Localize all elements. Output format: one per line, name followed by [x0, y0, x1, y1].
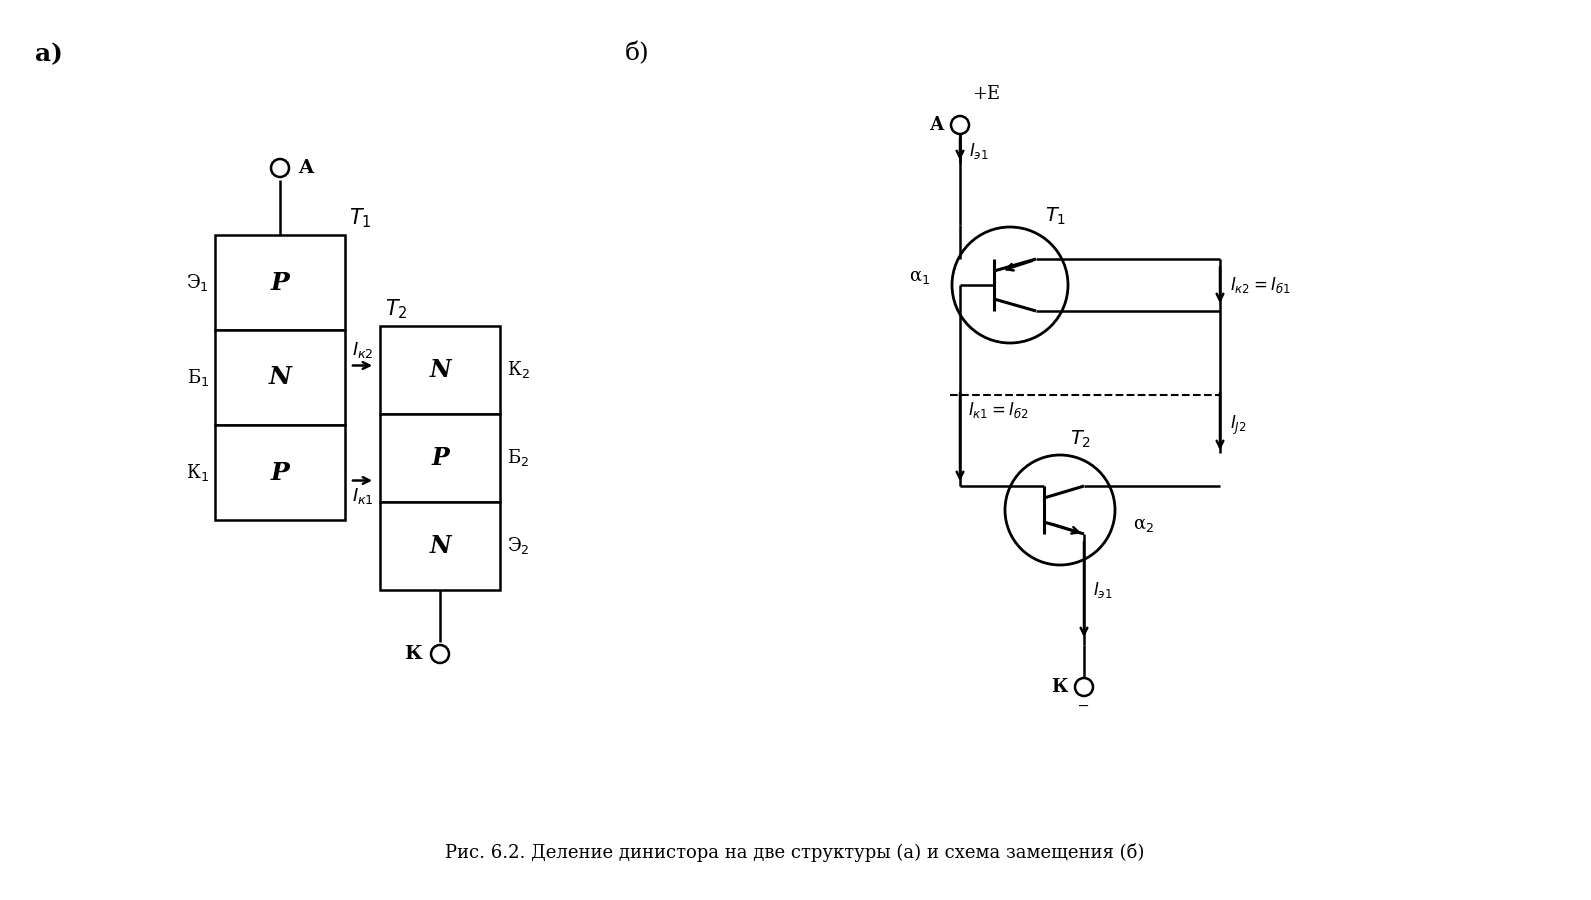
Text: К: К	[404, 645, 422, 663]
Text: $I_{э1}$: $I_{э1}$	[1093, 580, 1112, 599]
Text: $I_{к2}$$=$$I_{б1}$: $I_{к2}$$=$$I_{б1}$	[1230, 275, 1290, 295]
Text: N: N	[430, 534, 450, 558]
Text: α$_1$: α$_1$	[908, 268, 931, 286]
Text: P: P	[270, 271, 290, 294]
Bar	[215, 330, 345, 425]
Bar	[380, 502, 500, 590]
Text: $T_2$: $T_2$	[1071, 428, 1091, 450]
Text: К$_1$: К$_1$	[186, 462, 208, 483]
Text: б): б)	[625, 42, 649, 66]
Text: $T_1$: $T_1$	[348, 206, 372, 230]
Text: $I_{к1}$: $I_{к1}$	[352, 485, 374, 506]
Text: К: К	[1052, 678, 1068, 696]
Text: Э$_1$: Э$_1$	[186, 272, 208, 293]
Text: $T_2$: $T_2$	[385, 297, 407, 321]
Text: а): а)	[35, 42, 64, 66]
Text: P: P	[431, 446, 449, 470]
Text: Б$_1$: Б$_1$	[186, 367, 208, 388]
Bar	[380, 414, 500, 502]
Text: –: –	[1079, 696, 1090, 718]
Text: Рис. 6.2. Деление динистора на две структуры (а) и схема замещения (б): Рис. 6.2. Деление динистора на две струк…	[445, 842, 1144, 861]
Bar	[380, 326, 500, 414]
Text: +E: +E	[972, 85, 1001, 103]
Text: $I_{J2}$: $I_{J2}$	[1230, 413, 1247, 436]
Text: $I_{к2}$: $I_{к2}$	[352, 339, 374, 359]
Bar	[215, 425, 345, 520]
Text: Б$_2$: Б$_2$	[508, 447, 530, 469]
Text: $T_1$: $T_1$	[1045, 206, 1066, 227]
Text: $I_{к1}$$=$$I_{б2}$: $I_{к1}$$=$$I_{б2}$	[967, 400, 1028, 420]
Text: К$_2$: К$_2$	[508, 359, 530, 381]
Text: N: N	[269, 365, 291, 390]
Text: P: P	[270, 461, 290, 484]
Text: Э$_2$: Э$_2$	[508, 536, 530, 556]
Text: $I_{э1}$: $I_{э1}$	[969, 141, 988, 161]
Bar	[215, 235, 345, 330]
Text: α$_2$: α$_2$	[1133, 516, 1153, 534]
Text: N: N	[430, 358, 450, 382]
Text: A: A	[298, 159, 313, 177]
Text: А: А	[929, 116, 943, 134]
